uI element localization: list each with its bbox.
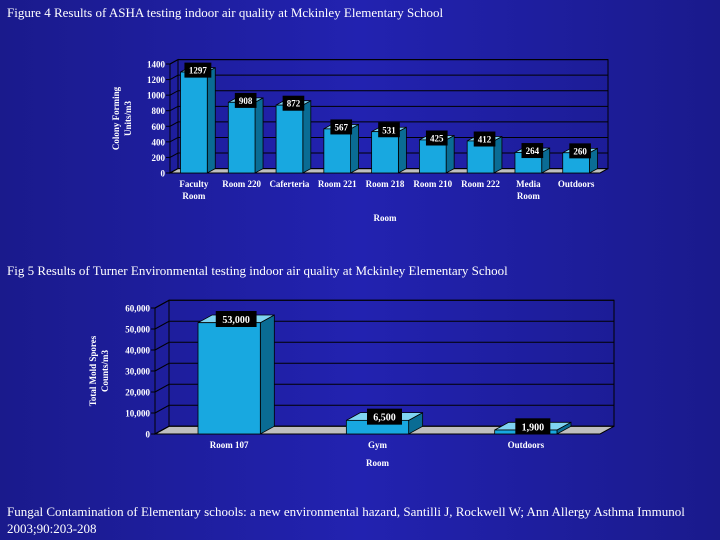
citation: Fungal Contamination of Elementary schoo…	[7, 504, 685, 536]
y-tick-label: 1000	[147, 91, 166, 101]
x-axis-label: Room	[374, 213, 397, 223]
gridline	[169, 121, 608, 127]
bar	[197, 322, 261, 435]
data-label: 425	[430, 134, 444, 144]
bar	[227, 101, 256, 174]
x-tick-label: Room 218	[366, 179, 405, 189]
gridline	[169, 136, 608, 143]
y-tick-label: 20,000	[125, 388, 150, 398]
x-tick-label: Room 222	[461, 179, 500, 189]
y-tick-label: 1200	[147, 75, 166, 85]
gridline	[154, 341, 614, 351]
data-label-box	[515, 418, 551, 435]
y-axis-label: Total Mold Spores	[88, 335, 98, 406]
data-label-box	[521, 143, 544, 159]
gridline	[154, 383, 614, 393]
y-tick-label: 0	[146, 430, 151, 440]
x-tick-label: Outdoors	[558, 179, 595, 189]
y-tick-label: 60,000	[125, 304, 150, 314]
x-tick-label: Media	[516, 179, 541, 189]
data-label-box	[473, 131, 496, 147]
data-label: 260	[573, 146, 587, 156]
x-tick-label: Room 107	[210, 440, 249, 450]
figure-5-caption: Fig 5 Results of Turner Environmental te…	[7, 263, 508, 278]
y-axis-label: Counts/m3	[100, 350, 110, 393]
bar	[180, 71, 208, 174]
x-tick-label: Room	[517, 191, 540, 201]
data-label: 1297	[189, 66, 208, 76]
x-tick-label: Faculty	[179, 179, 208, 189]
x-axis-label: Room	[366, 458, 389, 468]
x-tick-label: Room	[182, 191, 205, 201]
data-label: 872	[287, 99, 301, 109]
data-label: 53,000	[222, 315, 250, 326]
data-label-box	[234, 92, 257, 108]
gridline	[154, 404, 614, 414]
data-label: 908	[239, 96, 253, 106]
data-label-box	[184, 62, 212, 78]
x-tick-label: Room 221	[318, 179, 357, 189]
data-label-box	[378, 122, 400, 138]
bar-side	[259, 314, 275, 435]
data-label: 6,500	[373, 413, 396, 424]
y-tick-label: 800	[152, 106, 166, 116]
data-label: 412	[478, 135, 492, 145]
gridline	[169, 90, 608, 96]
y-tick-label: 200	[152, 153, 166, 163]
y-tick-label: 600	[152, 122, 166, 132]
y-axis-label: Units/m3	[123, 101, 133, 137]
y-tick-label: 1400	[147, 60, 166, 70]
gridline	[169, 152, 608, 158]
gridline	[154, 362, 614, 372]
y-tick-label: 400	[152, 137, 166, 147]
figure-4-caption: Figure 4 Results of ASHA testing indoor …	[7, 5, 444, 20]
y-tick-label: 50,000	[125, 325, 150, 335]
gridline	[154, 320, 614, 330]
data-label-box	[425, 130, 448, 146]
gridline	[154, 425, 614, 435]
gridline	[154, 299, 614, 309]
gridline	[169, 168, 608, 174]
y-tick-label: 0	[161, 169, 166, 179]
data-label-box	[367, 408, 402, 425]
y-tick-label: 10,000	[125, 409, 150, 419]
x-tick-label: Outdoors	[508, 440, 545, 450]
gridline	[169, 105, 608, 112]
bar	[323, 128, 352, 174]
data-label: 264	[526, 146, 540, 156]
data-label: 531	[382, 125, 396, 135]
data-label-box	[569, 143, 591, 159]
x-tick-label: Gym	[368, 440, 388, 450]
data-label-box	[282, 95, 305, 111]
y-axis-label: Colony Forming	[111, 86, 121, 150]
x-tick-label: Room 220	[222, 179, 261, 189]
y-tick-label: 30,000	[125, 367, 150, 377]
x-tick-label: Room 210	[413, 179, 452, 189]
data-label-box	[215, 311, 257, 327]
data-label: 567	[334, 122, 348, 132]
gridline	[169, 59, 608, 65]
data-label-box	[330, 119, 353, 135]
gridline	[169, 74, 608, 81]
data-label: 1,900	[522, 422, 545, 433]
y-tick-label: 40,000	[125, 346, 150, 356]
x-tick-label: Caferteria	[269, 179, 309, 189]
